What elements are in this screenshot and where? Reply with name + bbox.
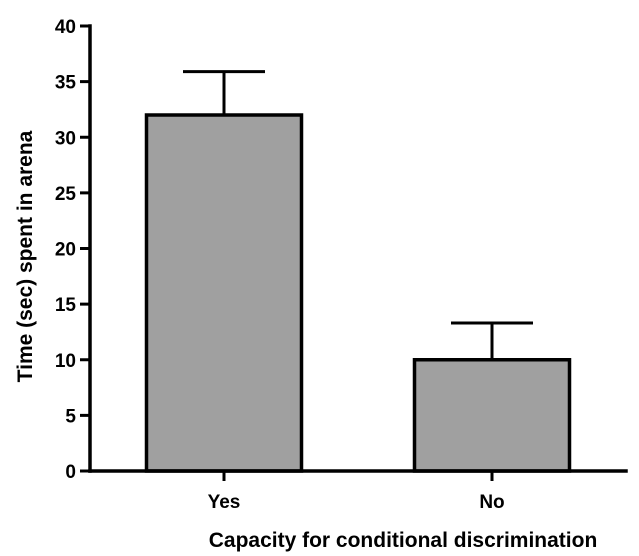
x-axis-ticks: Yes No <box>208 471 505 513</box>
y-tick-label: 40 <box>55 17 76 38</box>
y-axis-ticks: 0 5 10 15 20 25 30 35 40 <box>55 17 90 483</box>
error-bar-no <box>451 321 533 360</box>
y-axis-title: Time (sec) spent in arena <box>14 130 37 382</box>
y-tick-label: 25 <box>55 184 77 205</box>
y-tick-label: 0 <box>65 462 76 483</box>
y-tick-label: 30 <box>55 128 76 149</box>
y-tick-label: 5 <box>65 406 76 427</box>
bar-yes <box>144 113 304 473</box>
y-tick-label: 10 <box>55 351 76 372</box>
y-tick-label: 15 <box>55 295 77 316</box>
error-bar-yes <box>183 70 265 115</box>
x-tick-label-yes: Yes <box>208 492 241 513</box>
x-axis-title: Capacity for conditional discrimination <box>209 529 598 552</box>
y-tick-label: 20 <box>55 240 76 261</box>
error-bars <box>183 70 533 360</box>
x-tick-label-no: No <box>479 492 504 513</box>
bar-no <box>412 358 572 473</box>
bars <box>144 113 572 473</box>
y-tick-label: 35 <box>55 73 77 94</box>
